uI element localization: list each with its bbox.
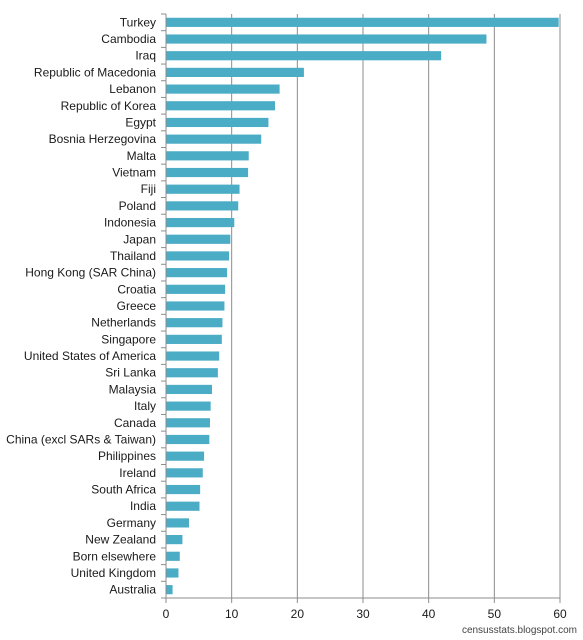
category-label: Thailand bbox=[110, 249, 156, 263]
category-label: Philippines bbox=[98, 449, 156, 463]
bars bbox=[166, 17, 559, 595]
category-label: Lebanon bbox=[109, 82, 156, 96]
category-label: New Zealand bbox=[85, 533, 156, 547]
category-label: China (excl SARs & Taiwan) bbox=[6, 432, 156, 446]
axes bbox=[161, 13, 561, 603]
category-label: Singapore bbox=[101, 332, 156, 346]
bar bbox=[166, 518, 189, 528]
x-tick-labels: 0 10 20 30 40 50 60 bbox=[163, 607, 567, 621]
category-label: United Kingdom bbox=[71, 566, 156, 580]
category-label: Australia bbox=[109, 583, 156, 597]
bar bbox=[166, 551, 180, 561]
category-label: Fiji bbox=[141, 182, 156, 196]
category-label: Croatia bbox=[117, 282, 156, 296]
bar bbox=[166, 268, 228, 278]
x-tick-label: 20 bbox=[291, 607, 305, 621]
category-label: Indonesia bbox=[104, 216, 156, 230]
x-tick-label: 0 bbox=[163, 607, 170, 621]
bar bbox=[166, 134, 262, 144]
bar bbox=[166, 384, 212, 395]
bar bbox=[166, 167, 249, 178]
bar bbox=[166, 151, 249, 161]
bar bbox=[166, 535, 183, 545]
category-label: Republic of Korea bbox=[61, 99, 157, 113]
bar bbox=[166, 284, 226, 294]
category-label: Netherlands bbox=[91, 316, 156, 330]
bar bbox=[166, 434, 210, 445]
bar bbox=[166, 34, 487, 44]
x-tick-label: 40 bbox=[422, 607, 436, 621]
category-label: Sri Lanka bbox=[105, 366, 156, 380]
credit-text: censusstats.blogspot.com bbox=[461, 625, 577, 636]
bar bbox=[166, 117, 269, 128]
bar bbox=[166, 251, 230, 261]
category-label: Italy bbox=[134, 399, 156, 413]
category-label: Turkey bbox=[120, 15, 156, 29]
bar bbox=[166, 401, 211, 411]
category-label: Germany bbox=[107, 516, 156, 530]
x-tick-label: 10 bbox=[225, 607, 239, 621]
bar bbox=[166, 217, 235, 228]
bar bbox=[166, 468, 203, 478]
category-label: South Africa bbox=[91, 483, 156, 497]
category-label: Cambodia bbox=[101, 32, 156, 46]
category-label: Malta bbox=[127, 149, 157, 163]
x-tick-label: 60 bbox=[553, 607, 567, 621]
bar bbox=[166, 51, 442, 61]
gridlines bbox=[231, 14, 561, 598]
category-label: Poland bbox=[119, 199, 156, 213]
bar bbox=[166, 418, 210, 428]
category-label: India bbox=[130, 499, 156, 513]
bar bbox=[166, 334, 222, 344]
bar bbox=[166, 84, 280, 94]
category-label: Malaysia bbox=[109, 382, 157, 396]
bar bbox=[166, 585, 173, 595]
bar bbox=[166, 201, 239, 211]
category-label: Republic of Macedonia bbox=[34, 65, 156, 79]
category-label: Greece bbox=[117, 299, 157, 313]
bar bbox=[166, 301, 225, 311]
category-labels: Turkey Cambodia Iraq Republic of Macedonia L… bbox=[6, 15, 157, 596]
category-label: Iraq bbox=[135, 49, 156, 63]
category-label: Hong Kong (SAR China) bbox=[25, 266, 156, 280]
bar bbox=[166, 101, 276, 111]
bar bbox=[166, 67, 304, 77]
category-label: Born elsewhere bbox=[73, 549, 157, 563]
x-tick-label: 50 bbox=[488, 607, 502, 621]
category-label: Vietnam bbox=[112, 166, 156, 180]
category-label: Canada bbox=[114, 416, 156, 430]
category-label: Egypt bbox=[125, 115, 156, 129]
bar bbox=[166, 234, 231, 244]
category-label: United States of America bbox=[24, 349, 156, 363]
bar bbox=[166, 484, 201, 495]
x-tick-label: 30 bbox=[356, 607, 370, 621]
bar bbox=[166, 451, 205, 461]
category-label: Japan bbox=[123, 232, 156, 246]
bar bbox=[166, 501, 200, 511]
bar bbox=[166, 368, 218, 378]
bar bbox=[166, 351, 220, 361]
bar bbox=[166, 17, 559, 27]
bar bbox=[166, 318, 223, 328]
category-label: Ireland bbox=[119, 466, 156, 480]
bar bbox=[166, 568, 179, 578]
category-label: Bosnia Herzegovina bbox=[49, 132, 157, 146]
bar bbox=[166, 184, 240, 194]
